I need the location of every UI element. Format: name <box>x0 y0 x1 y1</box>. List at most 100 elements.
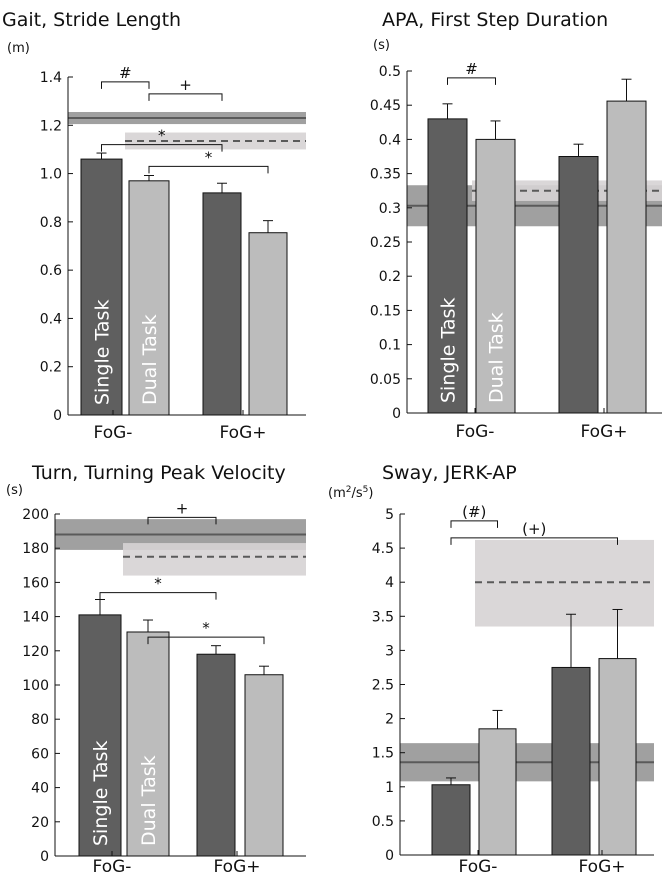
y-tick-label: 3 <box>385 643 394 659</box>
significance-bracket <box>147 636 265 645</box>
x-category-label: FoG+ <box>581 422 628 442</box>
significance-marker: + <box>179 76 192 94</box>
y-tick-label: 0 <box>392 406 401 422</box>
significance-bracket <box>99 592 217 600</box>
y-tick-label: 5 <box>385 507 394 523</box>
significance-bracket <box>101 81 150 89</box>
bar-label-single-task: Single Task <box>92 300 114 405</box>
chart-title: Turn, Turning Peak Velocity <box>31 462 286 484</box>
y-axis-unit-label: (s) <box>373 38 390 53</box>
y-axis-unit-label: (m) <box>7 41 30 56</box>
y-tick-label: 1.0 <box>40 167 62 183</box>
x-category-label: FoG- <box>459 857 498 877</box>
chart-panel-3: Turn, Turning Peak Velocity (s) Single Tas… <box>6 462 306 877</box>
y-tick-label: 100 <box>22 678 49 694</box>
significance-bracket <box>101 144 223 152</box>
bar-single-task-FoG- <box>431 784 471 856</box>
y-tick-label: 0.2 <box>40 360 62 376</box>
y-tick-label: 0.35 <box>370 167 401 183</box>
y-tick-label: 0.2 <box>379 269 401 285</box>
y-tick-label: 40 <box>31 781 49 797</box>
y-tick-label: 160 <box>22 575 49 591</box>
y-tick-label: 0.25 <box>370 235 401 251</box>
y-tick-label: 200 <box>22 507 49 523</box>
chart-panel-1: Gait, Stride Length (m) Single Task Dual Ta… <box>2 9 306 443</box>
y-tick-label: 0.4 <box>40 311 62 327</box>
y-tick-label: 0.5 <box>379 64 401 80</box>
y-axis-unit-label: (m2/s5) <box>328 485 373 501</box>
y-tick-label: 1.2 <box>40 118 62 134</box>
x-category-label: FoG+ <box>220 423 267 443</box>
bar-dual-task-FoG- <box>478 728 517 856</box>
bar-label-dual-task: Dual Task <box>486 312 508 403</box>
bar-dual-task-FoG+ <box>248 232 288 416</box>
bar-dual-task-FoG- <box>475 138 516 414</box>
bar-label-single-task: Single Task <box>438 298 460 403</box>
bar-single-task-FoG- <box>80 158 123 416</box>
bar-dual-task-FoG+ <box>244 674 284 857</box>
significance-bracket <box>450 520 498 528</box>
y-tick-label: 0.3 <box>379 201 401 217</box>
y-tick-label: 20 <box>31 815 49 831</box>
y-tick-label: 4.5 <box>372 541 394 557</box>
y-tick-label: 4 <box>385 575 394 591</box>
significance-marker: * <box>154 575 162 593</box>
chart-title: APA, First Step Duration <box>382 9 608 31</box>
bar-label-single-task: Single Task <box>90 741 112 846</box>
significance-bracket <box>148 93 223 101</box>
reference-band-dashed <box>475 539 654 627</box>
y-tick-label: 0.6 <box>40 263 62 279</box>
x-category-label: FoG+ <box>214 857 261 877</box>
reference-band-dashed <box>123 543 306 576</box>
y-tick-label: 2 <box>385 712 394 728</box>
y-tick-label: 3.5 <box>372 609 394 625</box>
y-tick-label: 1.5 <box>372 746 394 762</box>
y-tick-label: 0.4 <box>379 132 401 148</box>
y-tick-label: 80 <box>31 712 49 728</box>
y-tick-label: 0 <box>53 408 62 424</box>
bar-dual-task-FoG- <box>128 180 170 416</box>
bar-single-task-FoG+ <box>196 653 236 857</box>
y-tick-label: 0.05 <box>370 372 401 388</box>
x-category-label: FoG- <box>456 422 495 442</box>
bar-single-task-FoG+ <box>202 192 242 416</box>
chart-panel-2: APA, First Step Duration (s) Single Task Du… <box>370 9 662 442</box>
significance-marker: + <box>176 499 189 517</box>
bar-label-dual-task: Dual Task <box>139 314 161 405</box>
y-tick-label: 0 <box>40 849 49 865</box>
bar-label-dual-task: Dual Task <box>138 755 160 846</box>
y-tick-label: 0.15 <box>370 303 401 319</box>
chart-panel-4: Sway, JERK-AP (m2/s5) (#) (+) 0 0.5 1 1.5 2 2.5 3 3… <box>328 462 654 877</box>
bar-single-task-FoG+ <box>558 156 599 414</box>
y-tick-label: 1 <box>385 780 394 796</box>
x-category-label: FoG+ <box>579 857 626 877</box>
significance-marker: (+) <box>522 520 546 538</box>
y-tick-label: 180 <box>22 541 49 557</box>
significance-marker: * <box>202 619 210 637</box>
y-tick-label: 0.5 <box>372 814 394 830</box>
x-category-label: FoG- <box>94 423 133 443</box>
significance-marker: # <box>465 60 478 78</box>
bar-dual-task-FoG+ <box>598 658 637 856</box>
y-tick-label: 60 <box>31 746 49 762</box>
chart-title: Sway, JERK-AP <box>382 462 517 484</box>
significance-bracket <box>147 516 217 525</box>
y-tick-label: 1.4 <box>40 70 62 86</box>
significance-bracket <box>447 77 496 85</box>
significance-bracket <box>450 537 618 545</box>
y-tick-label: 2.5 <box>372 678 394 694</box>
chart-title: Gait, Stride Length <box>2 9 181 31</box>
y-axis-unit-label: (s) <box>6 483 23 498</box>
y-tick-label: 140 <box>22 610 49 626</box>
significance-bracket <box>148 165 269 174</box>
y-tick-label: 0.1 <box>379 338 401 354</box>
bar-single-task-FoG+ <box>551 666 591 856</box>
significance-marker: * <box>205 148 213 166</box>
y-tick-label: 0 <box>385 848 394 864</box>
bar-single-task-FoG- <box>78 614 122 857</box>
y-tick-label: 120 <box>22 644 49 660</box>
significance-marker: # <box>119 64 132 82</box>
y-tick-label: 0.8 <box>40 215 62 231</box>
y-tick-label: 0.45 <box>370 98 401 114</box>
